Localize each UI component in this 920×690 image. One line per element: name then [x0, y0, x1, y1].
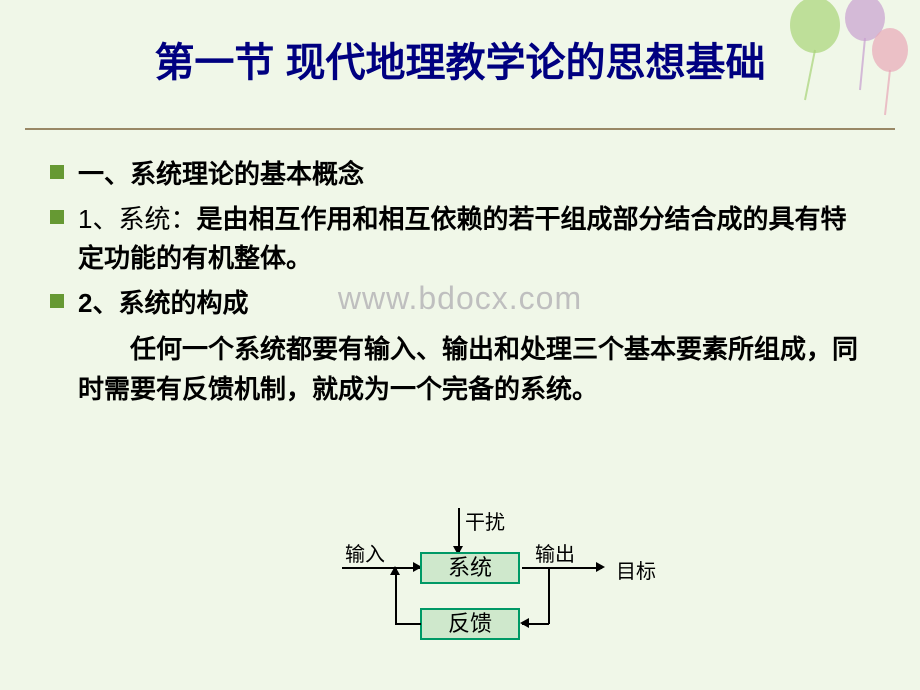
disturbance-label: 干扰 [465, 506, 505, 535]
bullet-item-2: 1、系统：是由相互作用和相互依赖的若干组成部分结合成的具有特定功能的有机整体。 [50, 200, 870, 278]
watermark-text: www.bdocx.com [338, 280, 582, 317]
input-label: 输入 [345, 538, 385, 567]
system-node: 系统 [420, 552, 520, 584]
system-flowchart: 干扰 输入 系统 输出 目标 反馈 [300, 500, 700, 680]
output-label: 输出 [535, 538, 575, 567]
bullet-item-1: 一、系统理论的基本概念 [50, 155, 870, 194]
slide-title: 第一节 现代地理教学论的思想基础 [25, 0, 895, 130]
point-2: 2、系统的构成 [78, 284, 248, 323]
heading-1: 一、系统理论的基本概念 [78, 155, 364, 194]
feedback-node: 反馈 [420, 608, 520, 640]
paragraph-text: 任何一个系统都要有输入、输出和处理三个基本要素所组成，同时需要有反馈机制，就成为… [50, 329, 870, 410]
point-1: 1、系统：是由相互作用和相互依赖的若干组成部分结合成的具有特定功能的有机整体。 [78, 200, 870, 278]
target-label: 目标 [616, 555, 656, 584]
bullet-marker [50, 294, 64, 308]
decorative-balloons [770, 0, 910, 150]
bullet-marker [50, 210, 64, 224]
bullet-marker [50, 165, 64, 179]
